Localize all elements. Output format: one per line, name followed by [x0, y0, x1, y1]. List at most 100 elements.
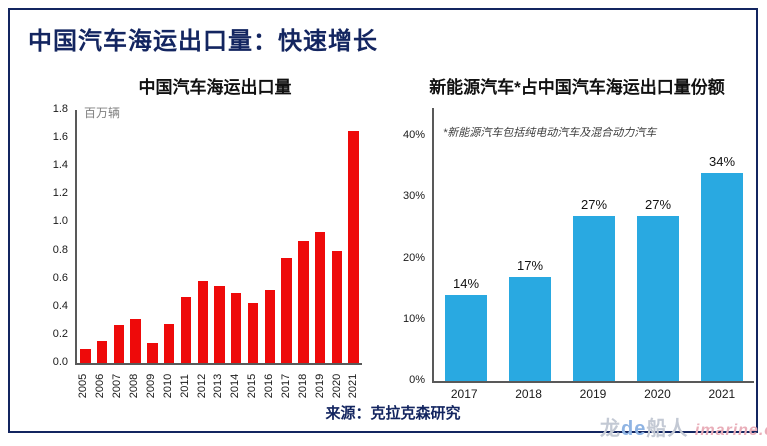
watermark-site-url: imarine.cn: [694, 422, 767, 439]
bar-slot: [161, 110, 178, 363]
bar-slot: [228, 110, 245, 363]
bar-slot: [278, 110, 295, 363]
x-tick-label: 2019: [579, 387, 607, 401]
x-tick-slot: 2013: [210, 366, 227, 406]
bar: [113, 325, 125, 363]
x-tick-label: 2018: [515, 387, 542, 401]
x-tick-label: 2021: [708, 387, 736, 401]
bar-data-label: 34%: [708, 154, 736, 169]
bar-slot: [144, 110, 161, 363]
y-tick-label: 1.8: [52, 103, 68, 115]
bar: [80, 349, 91, 363]
left-chart-x-axis: 2005 2006 2007 2008 2009 2010 2011 2012 2013 2014…: [75, 366, 362, 406]
y-tick-label: 0.0: [52, 356, 68, 368]
x-tick-slot: 2010: [159, 366, 176, 406]
right-chart-footnote: *新能源汽车包括纯电动汽车及混合动力汽车: [443, 127, 657, 139]
x-tick-label: 2009: [144, 373, 157, 399]
x-tick-label: 2021: [347, 373, 360, 399]
bar: [197, 281, 208, 363]
x-tick-label: 2010: [161, 373, 174, 399]
x-tick-label: 2020: [330, 373, 343, 399]
x-tick-slot: 2021: [345, 366, 362, 406]
bar-data-label: 27%: [580, 197, 608, 212]
y-tick-label: 30%: [402, 190, 425, 202]
x-tick-label: 2017: [279, 373, 292, 399]
x-tick-label: 2007: [111, 373, 124, 399]
x-tick-slot: 2006: [92, 366, 109, 406]
bar-slot: [295, 110, 312, 363]
x-tick-slot: 2011: [176, 366, 193, 406]
bar: [281, 258, 292, 363]
x-tick-label: 2016: [263, 373, 276, 399]
y-tick-label: 10%: [402, 313, 425, 325]
bar-data-label: 14%: [452, 276, 480, 291]
bar-slot: 27%: [562, 108, 626, 381]
x-tick-label: 2014: [229, 373, 242, 399]
watermark: 龙de船人 imarine.cn: [600, 412, 767, 441]
bar: [247, 303, 259, 363]
x-tick-label: 2020: [644, 387, 671, 401]
bar-slot: [127, 110, 144, 363]
watermark-text-de: de: [621, 418, 647, 440]
y-tick-label: 1.0: [52, 215, 68, 227]
bar-slot: [245, 110, 262, 363]
x-tick-label: 2012: [195, 373, 208, 399]
y-tick-label: 1.4: [52, 159, 68, 171]
x-tick-label: 2017: [450, 387, 478, 401]
bar: [701, 173, 743, 381]
bar: [264, 290, 275, 363]
x-tick-slot: 2019: [311, 366, 328, 406]
x-tick-slot: 2007: [109, 366, 126, 406]
bar: [637, 216, 679, 381]
y-tick-label: 20%: [402, 252, 425, 264]
x-tick-label: 2013: [212, 373, 225, 399]
bar-slot: 34%: [690, 108, 754, 381]
x-tick-slot: 2016: [261, 366, 278, 406]
x-tick-label: 2006: [94, 373, 107, 399]
right-chart-x-axis: 2017 2018 2019 2020 2021: [432, 387, 754, 405]
x-tick-slot: 2008: [126, 366, 143, 406]
bar-data-label: 17%: [516, 258, 544, 273]
bar-slot: [178, 110, 195, 363]
x-tick-label: 2019: [313, 373, 326, 399]
bar: [231, 293, 242, 363]
y-tick-label: 1.6: [52, 131, 68, 143]
x-tick-label: 2008: [128, 373, 141, 399]
bar-slot: 17%: [498, 108, 562, 381]
bar-slot: [194, 110, 211, 363]
y-tick-label: 0.4: [52, 300, 68, 312]
bar-slot: [345, 110, 362, 363]
x-tick-slot: 2020: [328, 366, 345, 406]
x-tick-slot: 2005: [75, 366, 92, 406]
bar: [314, 232, 326, 363]
bar-slot: [111, 110, 128, 363]
watermark-text-dragon: 龙: [600, 418, 621, 440]
x-tick-slot: 2015: [244, 366, 261, 406]
right-chart-plot-area: 14% 17% 27% 27% 34%: [432, 108, 754, 383]
bar-slot: [312, 110, 329, 363]
bar-slot: [211, 110, 228, 363]
bar-slot: 14%: [434, 108, 498, 381]
bar: [180, 297, 192, 363]
bar-slot: [77, 110, 94, 363]
bar-data-label: 27%: [644, 197, 672, 212]
left-chart-unit-label: 百万辆: [84, 106, 121, 120]
right-chart-title: 新能源汽车*占中国汽车海运出口量份额: [429, 78, 725, 97]
x-tick-slot: 2018: [294, 366, 311, 406]
bar: [130, 319, 141, 363]
bar: [331, 251, 343, 363]
source-label: 来源：克拉克森研究: [325, 405, 461, 422]
y-tick-label: 40%: [402, 129, 425, 141]
bar: [573, 216, 615, 381]
y-tick-label: 0.8: [52, 244, 68, 256]
y-tick-label: 0.2: [52, 328, 68, 340]
x-tick-label: 2015: [246, 373, 259, 399]
bar-slot: 27%: [626, 108, 690, 381]
frame-border: [8, 8, 758, 433]
x-tick-slot: 2012: [193, 366, 210, 406]
bar-slot: [261, 110, 278, 363]
watermark-text-boat: 船人: [646, 418, 689, 440]
y-tick-label: 0%: [409, 374, 425, 386]
bar: [147, 343, 158, 363]
x-tick-slot: 2009: [143, 366, 160, 406]
